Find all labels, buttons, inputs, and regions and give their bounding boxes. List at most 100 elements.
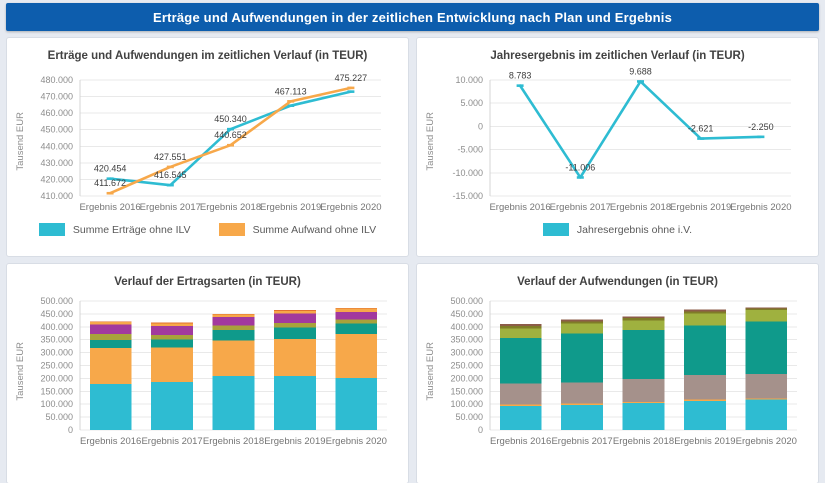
bar-segment[interactable] xyxy=(745,321,788,374)
data-point-marker[interactable] xyxy=(637,80,644,83)
bar-segment[interactable] xyxy=(622,318,665,321)
data-point-marker[interactable] xyxy=(106,177,114,180)
legend-item[interactable]: Jahresergebnis ohne i.V. xyxy=(542,223,692,236)
chart-text: 475.227 xyxy=(335,73,368,83)
bar-segment[interactable] xyxy=(622,316,665,319)
bar-segment[interactable] xyxy=(622,403,665,430)
bar-segment[interactable] xyxy=(335,308,378,312)
bar-segment[interactable] xyxy=(684,325,726,376)
data-point-marker[interactable] xyxy=(516,84,524,87)
bar-segment[interactable] xyxy=(561,382,603,404)
bar-segment[interactable] xyxy=(499,406,542,430)
bar-segment[interactable] xyxy=(745,398,788,400)
chart-body: Tausend EUR 410.000 420.000 430.000 440.000… xyxy=(15,66,400,216)
bar-segment[interactable] xyxy=(745,307,788,309)
data-point-marker[interactable] xyxy=(287,100,295,103)
chart-legend: Summe Erträge ohne ILV Summe Aufwand ohne… xyxy=(15,223,400,236)
bar-segment[interactable] xyxy=(151,322,193,324)
bar-segment[interactable] xyxy=(499,404,542,407)
bar-segment[interactable] xyxy=(274,339,316,377)
chart-text: Ergebnis 2017 xyxy=(140,202,201,213)
bar-segment[interactable] xyxy=(274,376,316,430)
bar-segment[interactable] xyxy=(684,375,726,400)
bar-segment[interactable] xyxy=(561,403,603,405)
bar-segment[interactable] xyxy=(335,334,378,379)
bar-segment[interactable] xyxy=(684,311,726,314)
data-point-marker[interactable] xyxy=(757,135,765,139)
bar-segment[interactable] xyxy=(89,322,132,325)
data-point-marker[interactable] xyxy=(576,176,584,179)
chart-text: Ergebnis 2018 xyxy=(203,436,264,447)
bar-segment[interactable] xyxy=(335,378,378,430)
bar-segment[interactable] xyxy=(561,323,603,334)
data-point-marker[interactable] xyxy=(106,191,114,195)
bar-segment[interactable] xyxy=(89,339,132,348)
bar-segment[interactable] xyxy=(335,311,378,320)
data-point-marker[interactable] xyxy=(227,127,234,131)
bar-segment[interactable] xyxy=(212,325,255,330)
bar-segment[interactable] xyxy=(274,313,316,323)
data-point-marker[interactable] xyxy=(347,86,355,90)
bar-segment[interactable] xyxy=(499,338,542,384)
bar-segment[interactable] xyxy=(684,400,726,430)
bar-segment[interactable] xyxy=(274,322,316,328)
bar-segment[interactable] xyxy=(622,330,665,380)
bar-segment[interactable] xyxy=(561,404,603,430)
bar-segment[interactable] xyxy=(335,323,378,335)
bar-segment[interactable] xyxy=(499,323,542,326)
bar-segment[interactable] xyxy=(745,399,788,430)
bar-segment[interactable] xyxy=(684,309,726,312)
bar-segment[interactable] xyxy=(89,321,132,323)
bar-segment[interactable] xyxy=(684,399,726,401)
bar-segment[interactable] xyxy=(622,379,665,402)
jahresergebnis-line-chart: -15.000 -10.000 -5.000 0 5.000 10.000 Ergebnis… xyxy=(452,66,791,213)
bar-segment[interactable] xyxy=(212,340,255,376)
bar-segment[interactable] xyxy=(499,383,542,405)
ertragsarten-stacked-bar-chart: 0 50.000 100.000 150.000 200.000 250.000 300.0… xyxy=(40,296,387,447)
bar-segment[interactable] xyxy=(745,310,788,322)
bar-segment[interactable] xyxy=(745,308,788,311)
bar-segment[interactable] xyxy=(274,327,316,340)
legend-item[interactable]: Summe Aufwand ohne ILV xyxy=(218,223,376,236)
dashboard-header: Erträge und Aufwendungen in der zeitlich… xyxy=(6,3,819,31)
bar-segment[interactable] xyxy=(684,313,726,326)
bar-segment[interactable] xyxy=(151,347,193,383)
bar-segment[interactable] xyxy=(561,333,603,383)
data-point-marker[interactable] xyxy=(697,137,705,140)
bar-segment[interactable] xyxy=(89,333,132,340)
bar-segment[interactable] xyxy=(212,316,255,326)
bar-segment[interactable] xyxy=(151,339,193,348)
bar-segment[interactable] xyxy=(151,382,193,430)
y-axis-title: Tausend EUR xyxy=(15,341,26,401)
bar-segment[interactable] xyxy=(212,375,255,430)
chart-text: 0 xyxy=(68,425,73,435)
data-point-marker[interactable] xyxy=(166,183,174,187)
bar-segment[interactable] xyxy=(335,307,378,309)
data-point-marker[interactable] xyxy=(227,143,234,147)
bar-segment[interactable] xyxy=(89,384,132,430)
bar-segment[interactable] xyxy=(151,323,193,326)
bar-segment[interactable] xyxy=(745,373,788,399)
chart-text: 427.551 xyxy=(154,152,187,162)
bar-segment[interactable] xyxy=(151,335,193,340)
bar-segment[interactable] xyxy=(89,347,132,385)
data-point-marker[interactable] xyxy=(287,104,295,107)
data-point-marker[interactable] xyxy=(166,165,174,169)
bar-segment[interactable] xyxy=(151,325,193,336)
bar-segment[interactable] xyxy=(499,325,542,329)
legend-item[interactable]: Summe Erträge ohne ILV xyxy=(38,223,191,236)
bar-segment[interactable] xyxy=(622,320,665,331)
bar-segment[interactable] xyxy=(212,329,255,341)
bar-segment[interactable] xyxy=(499,328,542,339)
bar-segment[interactable] xyxy=(622,401,665,404)
chart-text: Ergebnis 2020 xyxy=(326,436,387,447)
bar-segment[interactable] xyxy=(212,313,255,315)
bar-segment[interactable] xyxy=(561,319,603,322)
bar-segment[interactable] xyxy=(561,321,603,324)
bar-segment[interactable] xyxy=(274,310,316,311)
bar-segment[interactable] xyxy=(335,319,378,324)
bar-segment[interactable] xyxy=(274,310,316,314)
bar-segment[interactable] xyxy=(89,324,132,334)
data-point-marker[interactable] xyxy=(347,90,355,93)
bar-segment[interactable] xyxy=(212,314,255,317)
